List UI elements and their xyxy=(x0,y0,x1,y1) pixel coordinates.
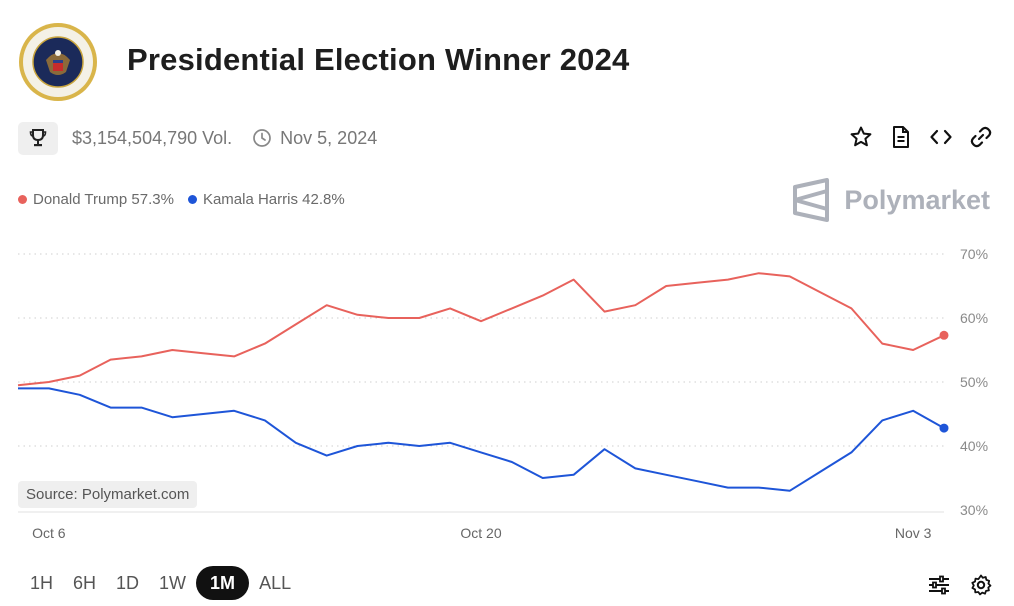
market-meta: $3,154,504,790 Vol. Nov 5, 2024 xyxy=(18,121,377,155)
presidential-seal-icon xyxy=(19,23,97,101)
market-actions xyxy=(848,123,994,151)
y-tick-label-60: 60% xyxy=(960,310,988,326)
polymarket-brand: Polymarket xyxy=(792,178,990,222)
end-date-text: Nov 5, 2024 xyxy=(280,127,378,148)
document-icon[interactable] xyxy=(888,123,914,151)
range-1d[interactable]: 1D xyxy=(116,573,140,593)
legend-item-trump: Donald Trump 57.3% xyxy=(18,191,174,208)
range-1h[interactable]: 1H xyxy=(30,573,54,593)
series-end-point-harris xyxy=(939,423,949,433)
range-6h[interactable]: 6H xyxy=(73,573,97,593)
x-tick-label-0: Oct 6 xyxy=(32,525,66,541)
y-tick-label-40: 40% xyxy=(960,438,988,454)
range-1m[interactable]: 1M xyxy=(196,566,250,600)
legend-value-harris: 42.8% xyxy=(302,191,345,208)
y-tick-label-70: 70% xyxy=(960,246,988,262)
polymarket-logo-icon xyxy=(793,178,830,222)
legend-item-harris: Kamala Harris 42.8% xyxy=(187,191,345,208)
clock-icon xyxy=(253,129,272,147)
link-icon[interactable] xyxy=(968,123,994,151)
sliders-icon[interactable] xyxy=(926,571,952,599)
series-line-trump xyxy=(17,272,945,387)
volume-text: $3,154,504,790 Vol. xyxy=(72,127,233,148)
gear-icon[interactable] xyxy=(968,571,994,599)
y-tick-label-50: 50% xyxy=(960,374,988,390)
chart-controls xyxy=(926,571,994,599)
code-icon[interactable] xyxy=(928,123,954,151)
range-1w[interactable]: 1W xyxy=(159,573,187,593)
x-tick-label-2: Nov 3 xyxy=(895,525,932,541)
trophy-icon xyxy=(18,121,58,155)
star-icon[interactable] xyxy=(848,123,874,151)
legend-label-trump: Donald Trump xyxy=(33,191,128,208)
chart-legend: Donald Trump 57.3% Kamala Harris 42.8% xyxy=(18,191,359,208)
series-line-harris xyxy=(18,387,945,492)
legend-dot-trump xyxy=(18,195,27,204)
time-range-selector: 1H 6H 1D 1W 1M ALL xyxy=(20,566,301,600)
legend-dot-harris xyxy=(187,195,197,204)
legend-value-trump: 57.3% xyxy=(131,191,174,208)
price-chart[interactable]: 30% 40% 50% 60% 70% Oct 6 Oct 20 Nov 3 xyxy=(0,0,1014,560)
x-tick-label-1: Oct 20 xyxy=(460,525,501,541)
brand-name: Polymarket xyxy=(844,184,990,215)
page-title: Presidential Election Winner 2024 xyxy=(127,42,630,77)
legend-label-harris: Kamala Harris xyxy=(202,191,298,208)
series-end-point-trump xyxy=(939,330,949,340)
y-tick-label-30: 30% xyxy=(960,502,988,518)
source-label: Source: Polymarket.com xyxy=(18,481,198,508)
range-all[interactable]: ALL xyxy=(259,573,292,593)
